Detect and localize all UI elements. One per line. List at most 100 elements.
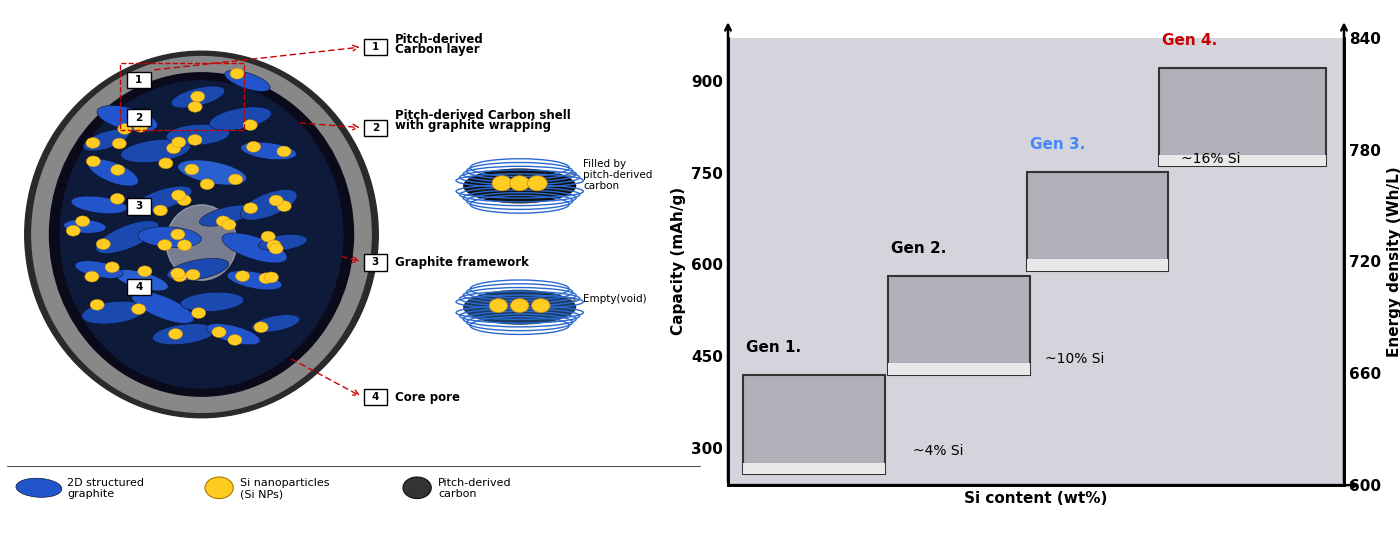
Circle shape: [200, 179, 214, 190]
Text: 3: 3: [372, 258, 379, 267]
Bar: [127, 279, 151, 295]
Ellipse shape: [139, 227, 202, 247]
Bar: [743, 462, 885, 474]
Ellipse shape: [227, 271, 281, 290]
Ellipse shape: [206, 323, 260, 345]
Text: Si nanoparticles: Si nanoparticles: [241, 479, 330, 488]
Circle shape: [267, 240, 281, 251]
Text: 1: 1: [372, 42, 379, 52]
Circle shape: [265, 272, 279, 283]
Circle shape: [211, 327, 227, 337]
Text: 4: 4: [372, 392, 379, 402]
Bar: [364, 389, 388, 405]
Circle shape: [228, 174, 242, 185]
Ellipse shape: [88, 159, 139, 186]
Ellipse shape: [259, 234, 307, 251]
Text: Filled by: Filled by: [584, 160, 626, 169]
Ellipse shape: [223, 233, 287, 263]
Circle shape: [133, 110, 147, 121]
Circle shape: [277, 146, 291, 157]
Ellipse shape: [241, 142, 297, 160]
Circle shape: [260, 231, 276, 242]
Circle shape: [532, 299, 550, 313]
Circle shape: [167, 143, 181, 154]
Circle shape: [85, 271, 99, 282]
Ellipse shape: [153, 324, 216, 344]
Circle shape: [111, 164, 125, 175]
Y-axis label: Capacity (mAh/g): Capacity (mAh/g): [671, 188, 686, 335]
Bar: [743, 376, 885, 474]
Circle shape: [269, 243, 283, 254]
Circle shape: [133, 121, 147, 132]
Ellipse shape: [63, 219, 106, 233]
Bar: [127, 198, 151, 215]
Circle shape: [204, 477, 234, 499]
Circle shape: [66, 225, 80, 236]
Circle shape: [132, 303, 146, 314]
Ellipse shape: [32, 57, 371, 412]
Bar: [120, 63, 244, 130]
Circle shape: [118, 123, 132, 134]
Circle shape: [253, 322, 269, 333]
Text: Gen 3.: Gen 3.: [1030, 137, 1085, 151]
Circle shape: [244, 203, 258, 213]
Text: Carbon layer: Carbon layer: [395, 43, 479, 56]
Ellipse shape: [171, 86, 225, 108]
Circle shape: [259, 273, 273, 284]
Circle shape: [105, 262, 119, 273]
Circle shape: [111, 194, 125, 204]
Text: 2: 2: [372, 123, 379, 133]
Circle shape: [176, 195, 192, 205]
Ellipse shape: [60, 81, 343, 388]
Ellipse shape: [132, 291, 195, 323]
Ellipse shape: [463, 290, 577, 324]
Circle shape: [87, 156, 101, 167]
Text: Gen 1.: Gen 1.: [746, 340, 802, 355]
Bar: [364, 254, 388, 271]
Text: Gen 4.: Gen 4.: [1162, 32, 1218, 47]
Y-axis label: Energy density (Wh/L): Energy density (Wh/L): [1386, 166, 1400, 357]
Ellipse shape: [167, 125, 230, 145]
Text: Core pore: Core pore: [395, 391, 459, 404]
Bar: [1159, 68, 1326, 167]
Text: 2D structured: 2D structured: [67, 479, 144, 488]
Circle shape: [172, 137, 186, 148]
Text: ~16% Si: ~16% Si: [1180, 153, 1240, 167]
Text: (Si NPs): (Si NPs): [241, 489, 284, 499]
Ellipse shape: [178, 160, 246, 185]
Bar: [364, 120, 388, 136]
Text: carbon: carbon: [584, 181, 619, 191]
Circle shape: [76, 216, 90, 226]
Circle shape: [171, 268, 185, 279]
Ellipse shape: [199, 205, 253, 226]
Circle shape: [528, 176, 547, 191]
Circle shape: [511, 299, 529, 313]
Bar: [127, 109, 151, 126]
Circle shape: [192, 308, 206, 319]
Circle shape: [137, 266, 153, 277]
Ellipse shape: [97, 106, 158, 132]
Bar: [888, 363, 1030, 375]
Ellipse shape: [120, 139, 190, 163]
Circle shape: [190, 91, 204, 102]
Circle shape: [168, 329, 182, 340]
Text: with graphite wrapping: with graphite wrapping: [395, 119, 550, 132]
Circle shape: [172, 190, 186, 201]
Text: carbon: carbon: [438, 489, 477, 499]
Circle shape: [491, 176, 512, 191]
Circle shape: [228, 335, 242, 345]
Ellipse shape: [463, 168, 577, 203]
Ellipse shape: [241, 190, 297, 220]
Ellipse shape: [224, 71, 270, 91]
Bar: [127, 72, 151, 88]
Text: Pitch-derived Carbon shell: Pitch-derived Carbon shell: [395, 109, 570, 122]
Circle shape: [188, 135, 202, 146]
Text: Empty(void): Empty(void): [584, 294, 647, 304]
Ellipse shape: [15, 478, 62, 497]
Ellipse shape: [167, 205, 237, 280]
Circle shape: [85, 137, 99, 148]
Circle shape: [510, 176, 529, 191]
Circle shape: [185, 164, 199, 175]
Ellipse shape: [25, 51, 378, 418]
Bar: [1026, 172, 1169, 271]
